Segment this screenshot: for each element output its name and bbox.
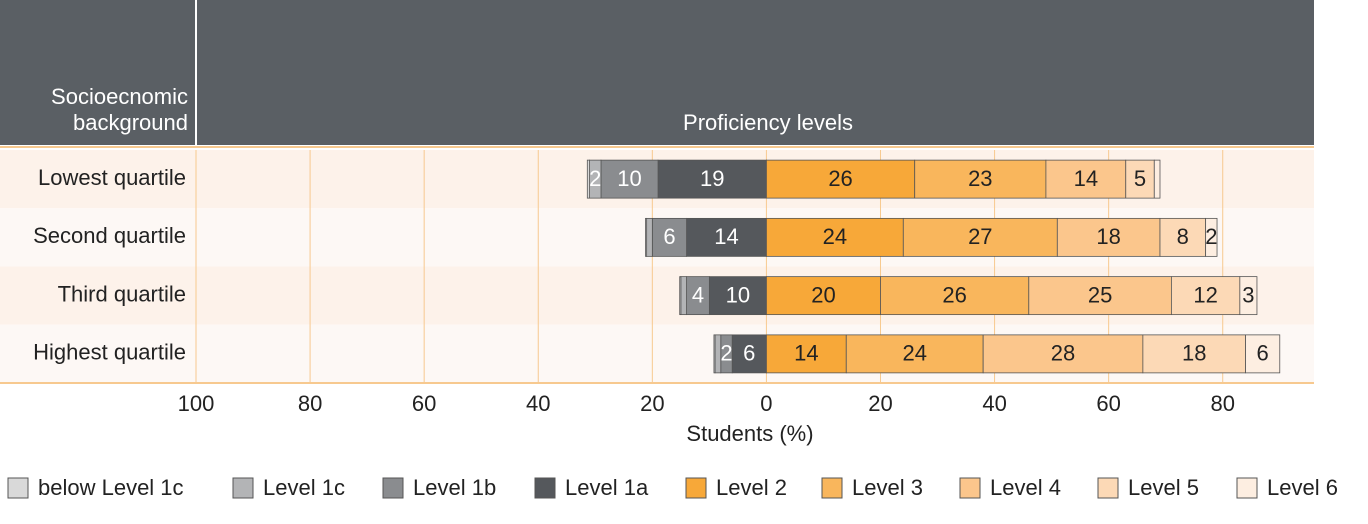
legend-label: Level 6 xyxy=(1267,475,1338,500)
column-header: Proficiency levels xyxy=(683,110,853,135)
header-band xyxy=(0,0,1314,145)
x-tick-label: 100 xyxy=(178,391,215,416)
legend-label: Level 1c xyxy=(263,475,345,500)
x-tick-label: 20 xyxy=(868,391,892,416)
bar-segment xyxy=(1153,159,1161,199)
data-label: 8 xyxy=(1177,224,1189,249)
category-label: Third quartile xyxy=(58,281,186,306)
bar-segment xyxy=(1056,217,1161,257)
legend-swatch xyxy=(534,477,556,499)
data-label: 10 xyxy=(617,166,641,191)
data-label: 2 xyxy=(720,341,732,366)
bar-segment xyxy=(680,276,687,316)
category-label: Second quartile xyxy=(33,223,186,248)
bar-segment xyxy=(1125,159,1155,199)
data-label: 18 xyxy=(1182,341,1206,366)
data-label: 6 xyxy=(663,224,675,249)
bar-segment xyxy=(646,217,653,257)
x-tick-label: 40 xyxy=(982,391,1006,416)
legend-swatch xyxy=(821,477,843,499)
data-label: 5 xyxy=(1134,166,1146,191)
x-tick-label: 0 xyxy=(760,391,772,416)
bar-segment xyxy=(1239,276,1258,316)
bar-segment xyxy=(766,334,847,374)
legend-label: below Level 1c xyxy=(38,475,184,500)
legend-label: Level 1a xyxy=(565,475,649,500)
legend-swatch xyxy=(382,477,404,499)
legend-label: Level 5 xyxy=(1128,475,1199,500)
bar-segment xyxy=(713,334,716,374)
bar-segment xyxy=(845,334,984,374)
data-label: 14 xyxy=(1074,166,1098,191)
data-label: 6 xyxy=(743,341,755,366)
legend-label: Level 3 xyxy=(852,475,923,500)
category-label: Highest quartile xyxy=(33,340,186,365)
x-tick-label: 80 xyxy=(298,391,322,416)
bar-segment xyxy=(914,159,1047,199)
bar-segment xyxy=(586,159,590,199)
legend-swatch xyxy=(685,477,707,499)
data-label: 14 xyxy=(714,224,738,249)
bar-segment xyxy=(1245,334,1281,374)
data-label: 20 xyxy=(811,282,835,307)
bar-segment xyxy=(645,217,648,257)
data-label: 23 xyxy=(968,166,992,191)
bar-segment xyxy=(679,276,682,316)
bar-segment xyxy=(982,334,1144,374)
bar-segment xyxy=(902,217,1058,257)
legend-label: Level 4 xyxy=(990,475,1061,500)
bar-segment xyxy=(766,276,881,316)
data-label: 6 xyxy=(1257,341,1269,366)
bar-segment xyxy=(1170,276,1241,316)
row-header: Socioecnomic xyxy=(51,84,188,109)
bar-segment xyxy=(600,159,659,199)
bar-segment xyxy=(1142,334,1246,374)
x-tick-label: 60 xyxy=(412,391,436,416)
legend-swatch xyxy=(232,477,254,499)
data-label: 3 xyxy=(1242,282,1254,307)
data-label: 19 xyxy=(700,166,724,191)
bar-segment xyxy=(731,334,767,374)
legend-swatch xyxy=(1236,477,1258,499)
legend-label: Level 1b xyxy=(413,475,496,500)
x-tick-label: 40 xyxy=(526,391,550,416)
x-axis-label: Students (%) xyxy=(686,421,813,446)
bar-segment xyxy=(1159,217,1207,257)
bar-segment xyxy=(657,159,767,199)
data-label: 4 xyxy=(692,282,704,307)
data-label: 27 xyxy=(968,224,992,249)
bar-segment xyxy=(1205,217,1218,257)
category-label: Lowest quartile xyxy=(38,165,186,190)
data-label: 26 xyxy=(828,166,852,191)
data-label: 28 xyxy=(1051,341,1075,366)
data-label: 18 xyxy=(1096,224,1120,249)
legend-swatch xyxy=(7,477,29,499)
data-label: 10 xyxy=(726,282,750,307)
legend-swatch xyxy=(1097,477,1119,499)
data-label: 2 xyxy=(589,166,601,191)
data-label: 24 xyxy=(902,341,926,366)
data-label: 12 xyxy=(1193,282,1217,307)
data-label: 25 xyxy=(1088,282,1112,307)
x-tick-label: 80 xyxy=(1210,391,1234,416)
bar-segment xyxy=(1028,276,1172,316)
data-label: 26 xyxy=(942,282,966,307)
x-tick-label: 60 xyxy=(1096,391,1120,416)
row-header: background xyxy=(73,110,188,135)
data-label: 14 xyxy=(794,341,818,366)
bar-segment xyxy=(880,276,1030,316)
legend-swatch xyxy=(959,477,981,499)
data-label: 2 xyxy=(1205,224,1217,249)
x-tick-label: 20 xyxy=(640,391,664,416)
bar-segment xyxy=(714,334,722,374)
data-label: 24 xyxy=(823,224,847,249)
legend-label: Level 2 xyxy=(716,475,787,500)
